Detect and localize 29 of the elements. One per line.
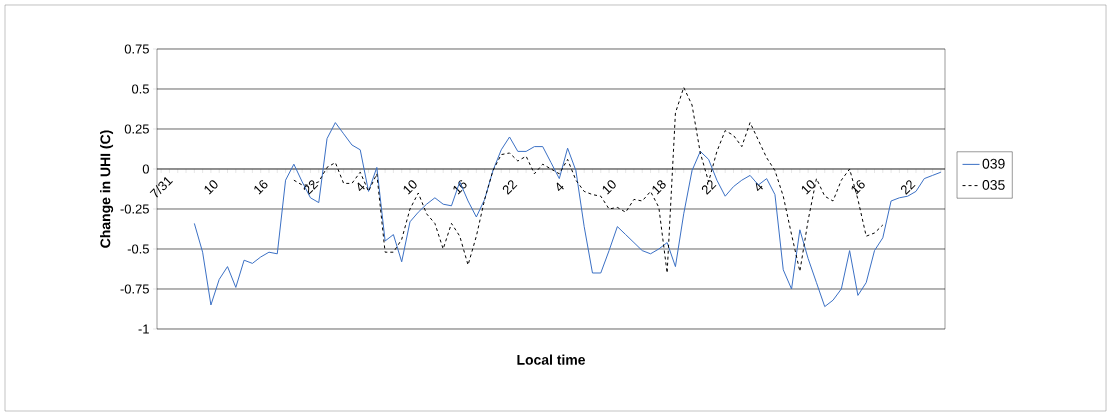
x-tick-label: 16 bbox=[453, 180, 467, 195]
x-tick-label: 16 bbox=[254, 180, 268, 195]
x-tick-label: 22 bbox=[900, 180, 916, 195]
y-tick-label: 0.75 bbox=[124, 44, 149, 54]
x-tick-label: 4 bbox=[556, 182, 564, 192]
y-tick-label: -0.5 bbox=[127, 244, 149, 254]
x-tick-label: 10 bbox=[403, 180, 417, 195]
y-tick-label: -0.75 bbox=[120, 284, 149, 294]
x-tick-label: 4 bbox=[357, 182, 365, 192]
legend-label: 039 bbox=[982, 158, 1005, 169]
x-tick-label: 7/31 bbox=[149, 177, 173, 198]
x-tick-label: 22 bbox=[303, 180, 319, 195]
x-tick-label: 18 bbox=[652, 180, 666, 195]
y-tick-label: -0.25 bbox=[120, 204, 149, 214]
x-tick-label: 22 bbox=[701, 180, 717, 195]
y-axis-title: Change in UHI (C) bbox=[100, 130, 114, 248]
y-tick-label: 0.25 bbox=[124, 124, 149, 134]
legend-label: 035 bbox=[982, 179, 1005, 190]
x-tick-label: 22 bbox=[502, 180, 518, 195]
x-tick-label: 10 bbox=[801, 180, 815, 195]
x-axis-title: Local time bbox=[517, 354, 586, 365]
x-tick-label: 10 bbox=[204, 180, 218, 195]
line-series bbox=[193, 122, 942, 308]
y-tick-label: -1 bbox=[138, 324, 149, 334]
y-tick-label: 0 bbox=[142, 164, 149, 174]
y-tick-label: 0.5 bbox=[131, 84, 149, 94]
x-tick-label: 16 bbox=[851, 180, 865, 195]
x-tick-label: 4 bbox=[755, 182, 763, 192]
x-tick-label: 10 bbox=[602, 180, 616, 195]
